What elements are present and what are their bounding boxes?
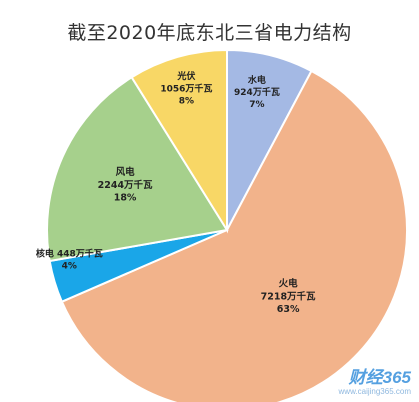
slice-label-2: 核电 448万千瓦 4%	[36, 248, 103, 272]
slice-label-4: 光伏 1056万千瓦 8%	[160, 70, 212, 106]
slice-label-1: 火电 7218万千瓦 63%	[261, 278, 316, 316]
pie-slice-3	[46, 75, 229, 263]
slice-label-3: 风电 2244万千瓦 18%	[98, 166, 153, 204]
pie-slice-1	[60, 69, 408, 402]
slice-label-0: 水电 924万千瓦 7%	[234, 74, 280, 110]
watermark-logo: 财经365	[348, 368, 411, 387]
pie-labels: 水电 924万千瓦 7% 火电 7218万千瓦 63% 核电 448万千瓦 4% 风电 2244万…	[36, 70, 316, 315]
chart-title: 截至2020年底东北三省电力结构	[67, 22, 352, 44]
pie-slice-4	[130, 48, 228, 234]
watermark: 财经365 www.caijing365.com	[339, 369, 411, 396]
watermark-url: www.caijing365.com	[338, 387, 411, 396]
pie-slices	[46, 48, 408, 402]
